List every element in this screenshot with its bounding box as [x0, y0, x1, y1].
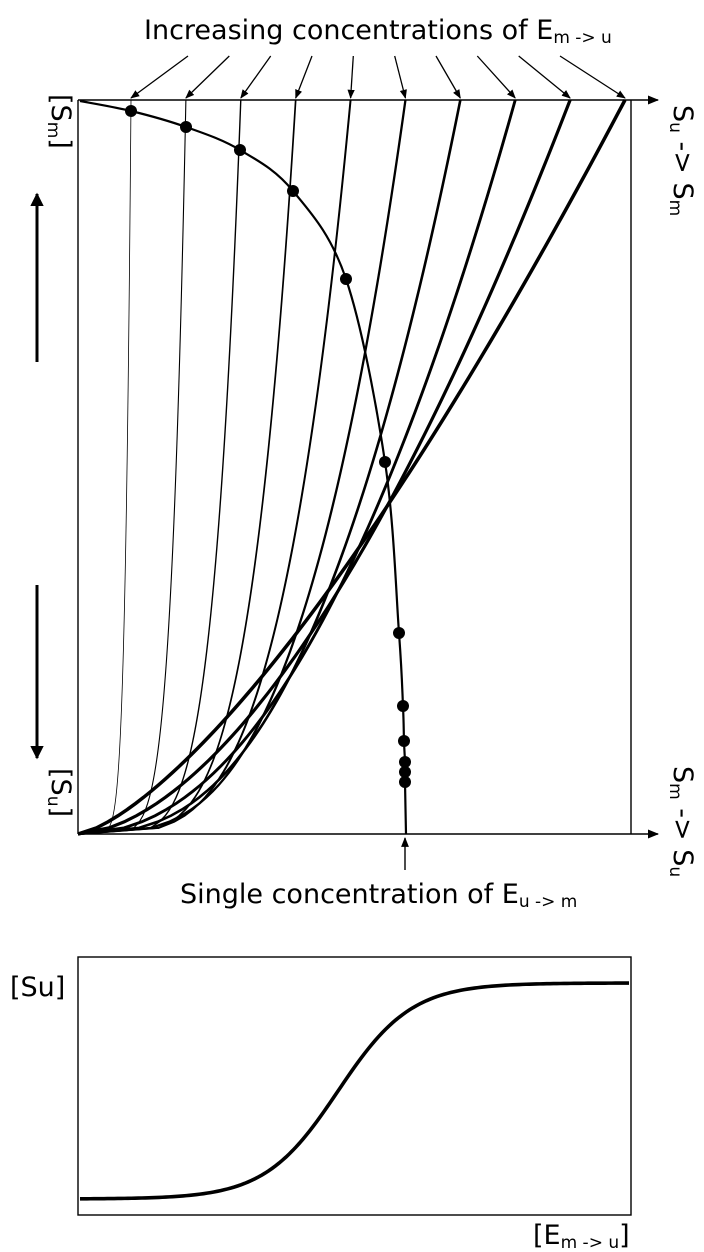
intersection-dot	[234, 144, 246, 156]
left-top-label: [Sm]	[43, 94, 76, 149]
concentration-curve	[77, 99, 462, 836]
concentration-arrow	[518, 55, 571, 99]
concentration-arrow	[435, 55, 461, 99]
concentration-arrow	[240, 55, 272, 99]
bottom-caption-text: Single concentration of E	[180, 879, 519, 910]
concentration-curve	[77, 99, 572, 836]
bottom-caption: Single concentration of Eu -> m	[180, 879, 577, 912]
concentration-arrows	[130, 55, 626, 99]
intersection-dot	[125, 105, 137, 117]
sigmoid-ylabel: [Su]	[10, 972, 65, 1003]
concentration-arrow	[394, 55, 407, 99]
concentration-arrow	[185, 55, 230, 99]
concentration-curve	[77, 99, 297, 835]
intersection-dot	[393, 627, 405, 639]
concentration-curve	[77, 99, 627, 836]
intersection-dot	[399, 766, 411, 778]
concentration-arrow	[559, 55, 626, 99]
intersection-dot	[379, 456, 391, 468]
main-plot-frame	[77, 95, 660, 839]
concentration-arrow	[130, 55, 189, 99]
concentration-arrow	[347, 55, 355, 99]
concentration-curve	[77, 99, 242, 835]
top-caption: Increasing concentrations of Em -> u	[144, 15, 612, 48]
concentration-curve	[77, 99, 132, 835]
concentration-curve	[77, 99, 352, 835]
sigmoid-curve	[79, 981, 629, 1201]
sigmoid-xlabel: [Em -> u]	[533, 1220, 630, 1252]
intersection-dot	[180, 121, 192, 133]
top-caption-subscript: m -> u	[553, 28, 612, 48]
concentration-curve	[77, 99, 517, 836]
intersection-dots	[125, 105, 411, 788]
sigmoid-chart-frame	[77, 956, 632, 1216]
intersection-dot	[397, 700, 409, 712]
intersection-dot	[340, 273, 352, 285]
concentration-arrow	[295, 55, 313, 99]
right-bottom-label: Sm -> Su	[665, 766, 698, 877]
intersection-dot	[287, 185, 299, 197]
intersection-dot	[399, 776, 411, 788]
right-top-label: Su -> Sm	[665, 105, 698, 216]
intersection-dot	[399, 756, 411, 768]
bottom-caption-subscript: u -> m	[519, 892, 578, 912]
concentration-curves	[77, 99, 627, 836]
left-bottom-label: [Su]	[43, 768, 76, 817]
concentration-curve	[77, 99, 187, 835]
concentration-arrow	[476, 55, 516, 99]
intersection-dot	[398, 735, 410, 747]
top-caption-text: Increasing concentrations of E	[144, 15, 553, 46]
